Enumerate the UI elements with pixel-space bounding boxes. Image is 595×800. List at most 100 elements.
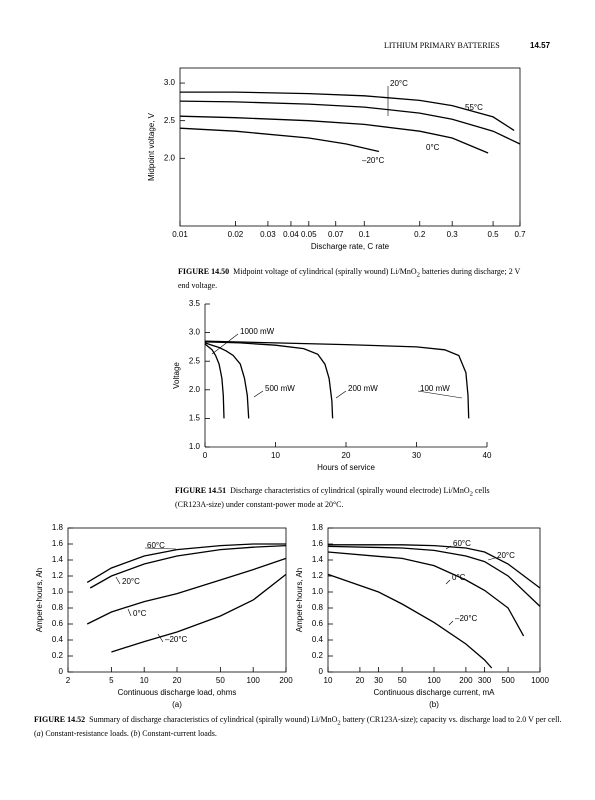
x-tick-label: 50	[216, 676, 225, 685]
x-axis-label: Discharge rate, C rate	[311, 242, 390, 251]
y-axis-label: Ampere-hours, Ah	[35, 568, 44, 632]
y-tick-label: 1.0	[189, 442, 201, 451]
y-axis-label: Midpoint voltage, V	[147, 112, 156, 181]
running-title: LITHIUM PRIMARY BATTERIES	[384, 41, 500, 50]
caption-text: Summary of discharge characteristics of …	[89, 715, 338, 724]
y-tick-label: 1.5	[189, 414, 201, 423]
y-axis-label: Voltage	[172, 362, 181, 389]
curve	[111, 573, 287, 653]
x-axis-label: Continuous discharge load, ohms	[118, 688, 237, 697]
x-tick-label: 0.03	[260, 230, 276, 239]
x-axis-label: Hours of service	[317, 463, 375, 472]
x-tick-label: 200	[459, 676, 473, 685]
y-tick-label: 1.8	[312, 523, 324, 532]
curve	[327, 573, 493, 669]
x-tick-label: 0.04	[283, 230, 299, 239]
caption: FIGURE 14.52 Summary of discharge charact…	[34, 715, 564, 739]
leader-line	[127, 608, 132, 617]
curve	[204, 341, 334, 419]
leader-line	[144, 547, 177, 550]
x-tick-label: 20	[342, 451, 351, 460]
y-tick-label: 3.5	[189, 299, 201, 308]
curve-label: 100 mW	[420, 384, 450, 393]
caption-text: 2	[469, 490, 473, 498]
y-tick-label: 0.8	[52, 603, 64, 612]
y-tick-label: 1.2	[52, 571, 64, 580]
x-axis-label: Continuous discharge current, mA	[374, 688, 496, 697]
leader-line	[157, 633, 164, 643]
caption: FIGURE 14.50 Midpoint voltage of cylindri…	[178, 267, 523, 291]
curve	[204, 340, 470, 419]
plot-frame	[327, 527, 541, 673]
y-tick-label: 1.0	[312, 587, 324, 596]
curve	[204, 342, 250, 419]
y-tick-label: 0.4	[312, 635, 324, 644]
curve	[179, 127, 380, 153]
page-number: 14.57	[530, 41, 551, 50]
x-tick-label: 0.5	[488, 230, 500, 239]
curve-label: 0°C	[426, 143, 440, 152]
x-tick-label: 20	[173, 676, 182, 685]
y-tick-label: 3.0	[164, 78, 176, 87]
leader-line	[487, 557, 496, 561]
curve	[86, 543, 286, 583]
y-tick-label: 2.5	[189, 356, 201, 365]
x-tick-label: 500	[501, 676, 515, 685]
x-tick-label: 20	[355, 676, 364, 685]
x-tick-label: 10	[271, 451, 280, 460]
y-tick-label: 2.0	[164, 153, 176, 162]
leader-line	[211, 333, 239, 355]
caption-text: a	[36, 728, 41, 738]
leader-line	[335, 390, 347, 399]
curve-label: 0°C	[452, 573, 466, 582]
curve-label: 20°C	[390, 79, 408, 88]
y-tick-label: 0	[319, 667, 324, 676]
y-tick-label: 1.2	[312, 571, 324, 580]
caption-text: Midpoint voltage of cylindrical (spirall…	[233, 267, 417, 276]
y-tick-label: 3.0	[189, 328, 201, 337]
curve	[179, 100, 521, 145]
x-tick-label: 5	[109, 676, 114, 685]
figure-label: FIGURE 14.52	[34, 715, 86, 724]
x-tick-label: 50	[398, 676, 407, 685]
y-tick-label: 0.2	[312, 651, 324, 660]
x-tick-label: 300	[478, 676, 492, 685]
leader-line	[445, 579, 451, 585]
y-tick-label: 0.8	[312, 603, 324, 612]
y-tick-label: 0.4	[52, 635, 64, 644]
curve-label: 200 mW	[348, 384, 378, 393]
y-tick-label: 1.8	[52, 523, 64, 532]
curve	[204, 343, 225, 419]
x-tick-label: 0.01	[172, 230, 188, 239]
y-tick-label: 1.4	[52, 555, 64, 564]
x-tick-label: 0.7	[514, 230, 526, 239]
curve-label: 1000 mW	[240, 327, 275, 336]
curve	[86, 557, 287, 625]
figure-label: FIGURE 14.50	[178, 267, 230, 276]
y-tick-label: 0.6	[312, 619, 324, 628]
curve	[327, 551, 525, 637]
curve-label: 55°C	[465, 103, 483, 112]
x-tick-label: 30	[412, 451, 421, 460]
x-tick-label: 100	[247, 676, 261, 685]
curve-label: –20°C	[455, 614, 478, 623]
y-tick-label: 2.5	[164, 116, 176, 125]
x-tick-label: 10	[324, 676, 333, 685]
x-tick-label: 0.2	[414, 230, 426, 239]
caption-text: battery (CR123A-size); capacity vs. disc…	[34, 715, 562, 738]
caption-text: batteries during discharge; 2 V end volt…	[178, 267, 521, 290]
leader-line	[115, 576, 121, 585]
leader-line	[445, 545, 452, 550]
x-tick-label: 100	[427, 676, 441, 685]
curve	[89, 544, 287, 589]
x-tick-label: 0	[203, 451, 208, 460]
y-tick-label: 0.6	[52, 619, 64, 628]
curve-label: –20°C	[165, 635, 188, 644]
plot-frame	[179, 67, 521, 227]
curve-label: 20°C	[497, 551, 515, 560]
curve-label: 500 mW	[265, 384, 295, 393]
caption-text: Discharge characteristics of cylindrical…	[230, 486, 470, 495]
curve-label: 60°C	[147, 541, 165, 550]
